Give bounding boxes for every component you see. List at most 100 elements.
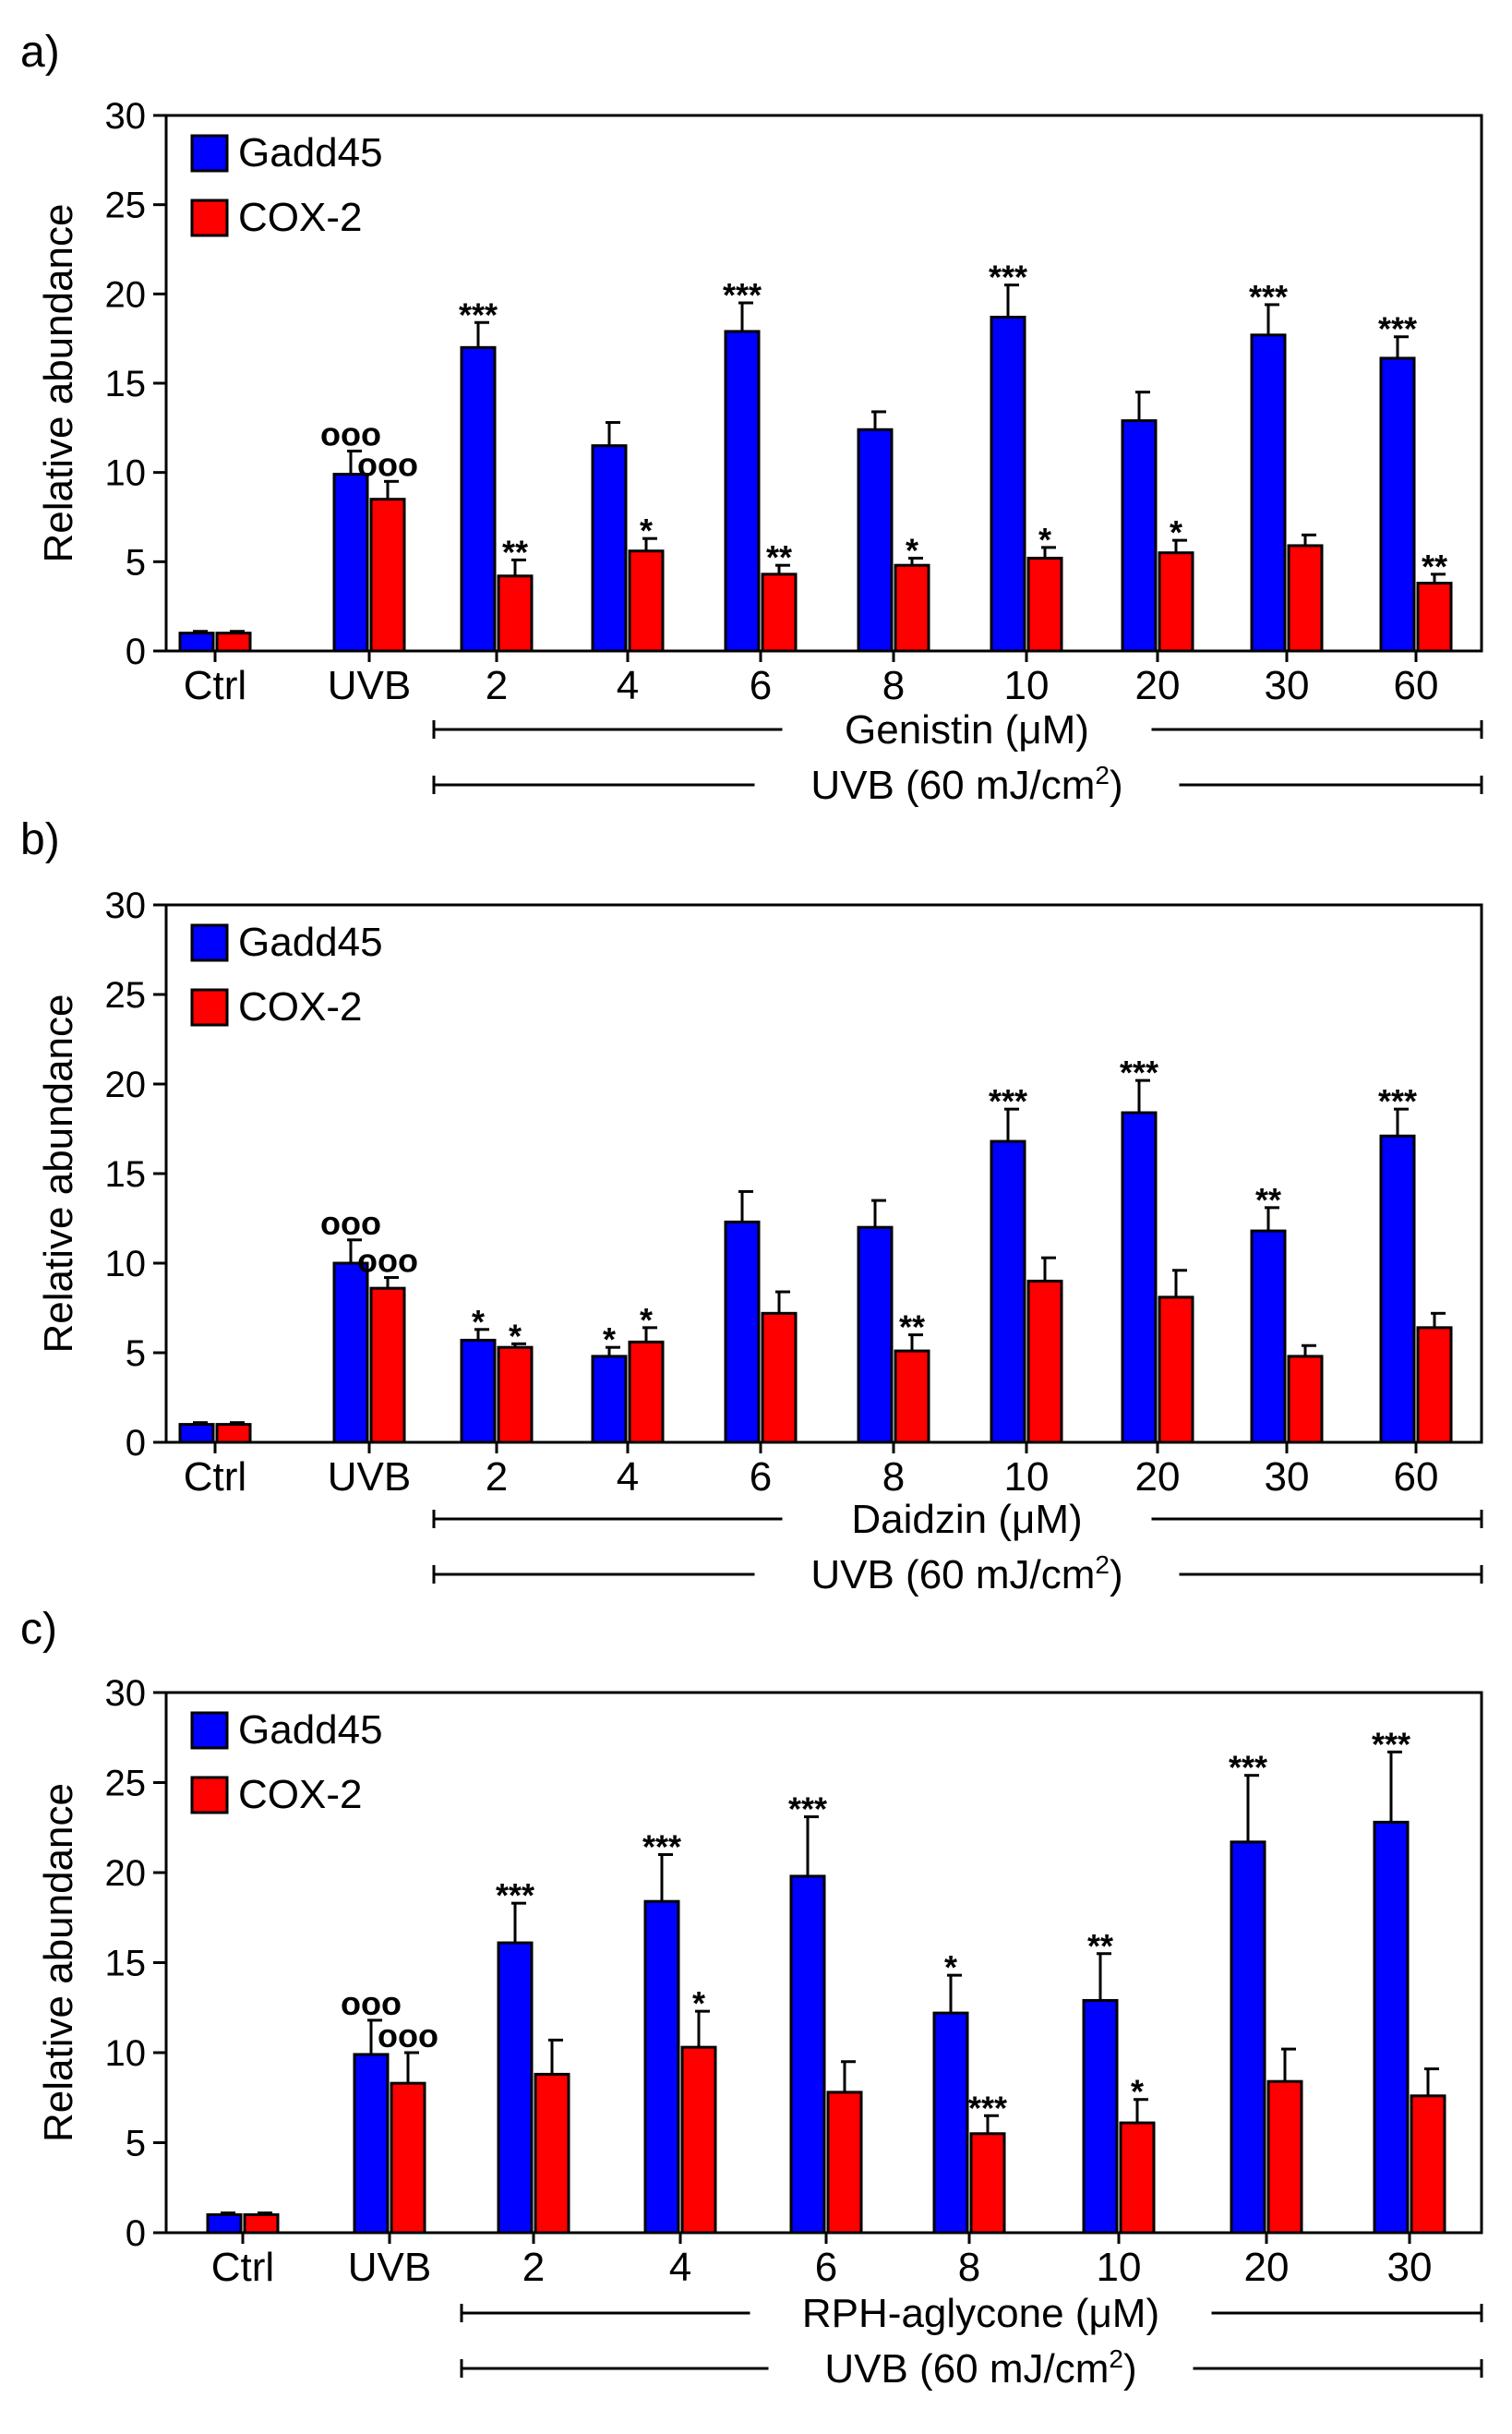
chart-panel-1: a) 0 5 10 15 20 25 30 Relative abundance Ctrl UVB 2… <box>20 28 1483 808</box>
y-tick-label: 25 <box>105 1764 147 1804</box>
bar-cox2 <box>761 572 798 653</box>
bar-gadd45 <box>1230 1840 1266 2235</box>
x-category-label: 60 <box>1394 663 1439 708</box>
bar-gadd45 <box>332 1261 369 1444</box>
y-tick-label: 20 <box>105 274 147 315</box>
y-tick-label: 10 <box>105 453 147 494</box>
panel-letter: b) <box>20 815 60 864</box>
bar-cox2 <box>1026 1279 1063 1444</box>
x-category-label: Ctrl <box>211 2245 274 2290</box>
y-tick-label: 30 <box>105 96 147 137</box>
x-category-label: 6 <box>815 2245 837 2290</box>
y-axis-label: Relative abundance <box>36 994 81 1354</box>
significance-label-gadd45: *** <box>496 1876 534 1914</box>
bar-cox2 <box>215 1423 252 1444</box>
legend-swatch-cox2 <box>190 199 229 237</box>
chart-panel-2: b) 0 5 10 15 20 25 30 Relative abundance Ctrl UVB 2… <box>20 815 1483 1597</box>
legend-swatch-gadd45 <box>190 1711 229 1750</box>
bar-gadd45 <box>932 2011 969 2235</box>
x-category-label: 2 <box>522 2245 545 2290</box>
bar-gadd45 <box>1250 1229 1287 1444</box>
significance-label-cox2: * <box>1170 513 1182 551</box>
significance-label-gadd45: ** <box>1087 1927 1113 1965</box>
y-tick-label: 5 <box>126 2124 146 2164</box>
significance-label-gadd45: *** <box>1229 1749 1267 1787</box>
x-category-label: 4 <box>669 2245 691 2290</box>
bar-cox2 <box>1266 2079 1303 2235</box>
bar-cox2 <box>1158 551 1194 653</box>
significance-label-cox2: ooo <box>378 2017 438 2054</box>
y-tick-label: 5 <box>126 542 146 583</box>
bar-gadd45 <box>1250 333 1287 653</box>
bar-gadd45 <box>1379 356 1416 653</box>
chart-panel-3: c) 0 5 10 15 20 25 30 Relative abundance Ctrl UVB 2… <box>20 1605 1483 2392</box>
x-category-label: 8 <box>958 2245 980 2290</box>
bar-cox2 <box>215 632 252 653</box>
significance-label-cox2: * <box>906 531 918 569</box>
bar-gadd45 <box>857 428 894 653</box>
significance-label-gadd45: *** <box>1378 310 1417 348</box>
significance-label-gadd45: * <box>603 1320 616 1358</box>
x-category-label: 8 <box>882 1454 905 1500</box>
bar-gadd45 <box>1082 1998 1119 2235</box>
uvb-bracket-label: UVB (60 mJ/cm2) <box>810 1550 1122 1597</box>
significance-label-cox2: ** <box>899 1308 925 1346</box>
y-axis-label: Relative abundance <box>36 204 81 563</box>
bar-cox2 <box>1410 2094 1446 2235</box>
bar-gadd45 <box>857 1225 894 1444</box>
legend-label-gadd45: Gadd45 <box>238 920 383 965</box>
y-tick-label: 15 <box>105 1154 147 1195</box>
bar-cox2 <box>1119 2121 1156 2235</box>
significance-label-gadd45: *** <box>1378 1082 1417 1120</box>
significance-label-gadd45: *** <box>989 1082 1027 1120</box>
x-category-label: 8 <box>882 663 905 708</box>
uvb-bracket-close: ) <box>1110 763 1123 808</box>
x-category-label: 10 <box>1097 2245 1142 2290</box>
x-category-label: 20 <box>1244 2245 1290 2290</box>
bar-cox2 <box>1287 1355 1324 1444</box>
legend-swatch-cox2 <box>190 1776 229 1814</box>
significance-label-cox2: ooo <box>357 445 418 483</box>
x-category-label: 30 <box>1265 663 1310 708</box>
bar-cox2 <box>1416 1326 1453 1444</box>
panel-letter: c) <box>20 1605 57 1654</box>
legend-label-cox2: COX-2 <box>238 1772 362 1817</box>
uvb-bracket-text: UVB (60 mJ/cm <box>824 2346 1109 2392</box>
uvb-bracket-superscript: 2 <box>1095 761 1110 789</box>
uvb-bracket-close: ) <box>1110 1552 1123 1597</box>
y-tick-label: 0 <box>126 2213 146 2254</box>
bar-gadd45 <box>789 1874 826 2235</box>
x-category-label: 20 <box>1135 1454 1181 1500</box>
significance-label-cox2: ** <box>502 533 528 571</box>
y-tick-label: 5 <box>126 1333 146 1374</box>
y-tick-label: 10 <box>105 2033 147 2074</box>
legend-label-gadd45: Gadd45 <box>238 130 383 175</box>
y-axis-label: Relative abundance <box>36 1783 81 2142</box>
bar-cox2 <box>680 2045 717 2235</box>
y-tick-label: 30 <box>105 1673 147 1714</box>
uvb-bracket-label: UVB (60 mJ/cm2) <box>810 761 1122 808</box>
bar-gadd45 <box>353 2053 390 2235</box>
x-category-label: 60 <box>1394 1454 1439 1500</box>
significance-label-gadd45: *** <box>989 259 1027 296</box>
bar-cox2 <box>369 498 406 653</box>
bar-cox2 <box>1026 556 1063 653</box>
significance-label-gadd45: ooo <box>320 1204 381 1242</box>
x-category-label: 4 <box>617 1454 639 1500</box>
significance-label-cox2: * <box>1038 521 1051 559</box>
y-tick-label: 25 <box>105 975 147 1016</box>
x-category-label: 6 <box>750 663 772 708</box>
bar-cox2 <box>497 1345 534 1444</box>
uvb-bracket-label: UVB (60 mJ/cm2) <box>824 2344 1136 2392</box>
y-tick-label: 0 <box>126 632 146 672</box>
significance-label-gadd45: ooo <box>320 415 381 452</box>
bar-cox2 <box>534 2072 570 2235</box>
y-tick-label: 10 <box>105 1244 147 1284</box>
bar-cox2 <box>894 563 930 653</box>
legend-label-gadd45: Gadd45 <box>238 1707 383 1753</box>
bar-gadd45 <box>1379 1134 1416 1444</box>
x-category-label: 2 <box>486 663 508 708</box>
bar-gadd45 <box>1121 1111 1158 1444</box>
legend-label-cox2: COX-2 <box>238 195 362 240</box>
significance-label-cox2: ** <box>1422 548 1447 585</box>
